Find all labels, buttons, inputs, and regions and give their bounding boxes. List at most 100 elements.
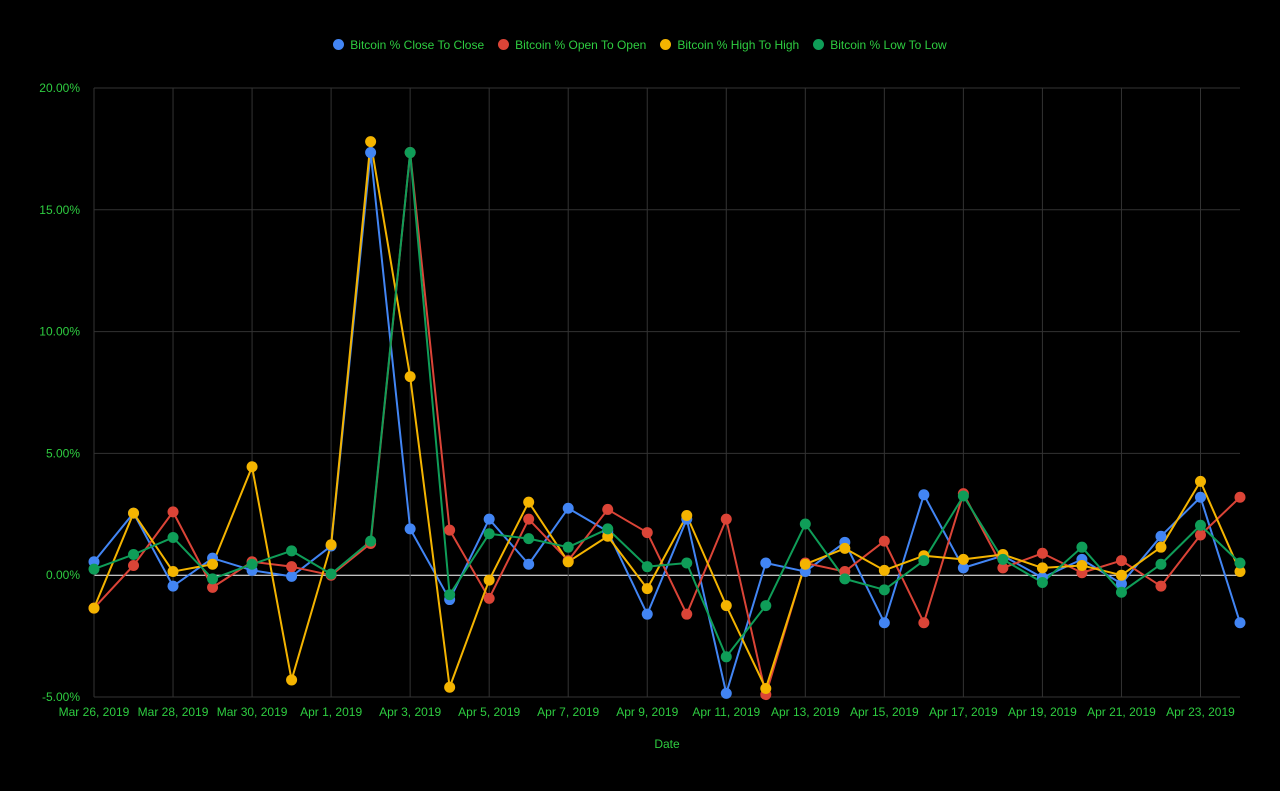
data-point-series-4 (128, 548, 140, 560)
x-tick-label: Apr 13, 2019 (771, 705, 840, 719)
data-point-series-3 (1194, 475, 1206, 487)
series-line-4 (93, 151, 1241, 658)
data-point-series-2 (286, 561, 298, 573)
x-tick-label: Apr 3, 2019 (379, 705, 441, 719)
data-point-series-3 (167, 566, 179, 578)
data-point-series-4 (918, 555, 930, 567)
data-point-series-3 (246, 461, 258, 473)
data-point-series-4 (562, 541, 574, 553)
data-point-series-4 (720, 651, 732, 663)
series-line-1 (93, 151, 1241, 695)
legend-dot-icon (333, 39, 345, 50)
legend-label: Bitcoin % Low To Low (830, 38, 947, 52)
data-point-series-3 (1036, 562, 1048, 574)
data-point-series-3 (483, 574, 495, 586)
x-tick-label: Apr 7, 2019 (537, 705, 599, 719)
data-point-series-3 (799, 558, 811, 570)
data-point-series-3 (839, 542, 851, 554)
y-tick-label: 10.00% (39, 325, 80, 339)
data-point-series-1 (720, 687, 732, 699)
chart-legend: Bitcoin % Close To Close Bitcoin % Open T… (0, 38, 1280, 52)
legend-item-2: Bitcoin % Open To Open (498, 38, 646, 52)
data-point-series-4 (878, 584, 890, 596)
data-point-series-3 (957, 553, 969, 565)
data-point-series-3 (286, 674, 298, 686)
data-point-series-2 (641, 527, 653, 539)
legend-item-4: Bitcoin % Low To Low (813, 38, 947, 52)
x-tick-label: Apr 21, 2019 (1087, 705, 1156, 719)
data-point-series-1 (957, 562, 969, 574)
y-tick-label: -5.00% (42, 690, 80, 704)
legend-item-3: Bitcoin % High To High (660, 38, 799, 52)
data-point-series-4 (839, 573, 851, 585)
data-point-series-4 (1155, 558, 1167, 570)
data-point-series-3 (681, 510, 693, 522)
data-point-series-4 (760, 600, 772, 612)
legend-dot-icon (813, 39, 825, 50)
x-tick-label: Mar 30, 2019 (217, 705, 288, 719)
data-point-series-3 (562, 556, 574, 568)
data-point-series-3 (878, 564, 890, 576)
series-line-2 (93, 151, 1241, 696)
legend-dot-icon (498, 39, 510, 50)
legend-label: Bitcoin % Open To Open (515, 38, 647, 52)
data-point-series-4 (325, 568, 337, 580)
data-point-series-4 (957, 490, 969, 502)
data-point-series-1 (404, 523, 416, 535)
data-point-series-1 (365, 147, 377, 159)
data-point-series-3 (128, 507, 140, 519)
legend-label: Bitcoin % High To High (677, 38, 800, 52)
y-tick-label: 0.00% (46, 568, 80, 582)
data-point-series-4 (88, 563, 100, 575)
x-tick-label: Apr 15, 2019 (850, 705, 919, 719)
data-point-series-3 (523, 496, 535, 508)
data-point-series-3 (207, 558, 219, 570)
data-point-series-3 (760, 682, 772, 694)
data-point-series-4 (1115, 586, 1127, 598)
data-point-series-2 (1036, 547, 1048, 559)
data-point-series-2 (167, 506, 179, 518)
data-point-series-4 (444, 589, 456, 601)
data-point-series-2 (681, 608, 693, 620)
y-tick-label: 15.00% (39, 203, 80, 217)
legend-label: Bitcoin % Close To Close (350, 38, 485, 52)
x-tick-label: Apr 11, 2019 (692, 705, 760, 719)
data-point-series-3 (444, 681, 456, 693)
data-point-series-4 (404, 147, 416, 159)
data-point-series-4 (167, 531, 179, 543)
data-point-series-4 (483, 528, 495, 540)
y-tick-label: 20.00% (39, 81, 80, 95)
data-point-series-2 (1234, 491, 1246, 503)
data-point-series-2 (523, 513, 535, 525)
data-point-series-1 (918, 489, 930, 501)
data-point-series-3 (365, 136, 377, 148)
x-tick-label: Mar 26, 2019 (59, 705, 130, 719)
data-point-series-3 (641, 583, 653, 595)
data-point-series-4 (799, 518, 811, 530)
data-point-series-4 (365, 535, 377, 547)
data-point-series-1 (1115, 578, 1127, 590)
data-point-series-2 (602, 503, 614, 515)
series-line-3 (93, 140, 1241, 690)
data-point-series-2 (207, 581, 219, 593)
data-point-series-3 (88, 602, 100, 614)
x-tick-label: Apr 9, 2019 (616, 705, 678, 719)
data-point-series-3 (1076, 559, 1088, 571)
data-point-series-4 (681, 557, 693, 569)
data-point-series-1 (1194, 491, 1206, 503)
data-point-series-3 (325, 539, 337, 551)
data-point-series-4 (523, 533, 535, 545)
data-point-series-1 (760, 557, 772, 569)
x-tick-label: Apr 23, 2019 (1166, 705, 1235, 719)
data-point-series-4 (1076, 541, 1088, 553)
legend-item-1: Bitcoin % Close To Close (333, 38, 484, 52)
data-point-series-2 (483, 592, 495, 604)
data-point-series-4 (207, 573, 219, 585)
data-point-series-3 (1155, 541, 1167, 553)
data-point-series-4 (1234, 557, 1246, 569)
data-point-series-4 (246, 558, 258, 570)
data-point-series-1 (562, 502, 574, 514)
data-point-series-2 (918, 617, 930, 629)
data-point-series-2 (1194, 529, 1206, 541)
data-point-series-1 (1155, 530, 1167, 542)
